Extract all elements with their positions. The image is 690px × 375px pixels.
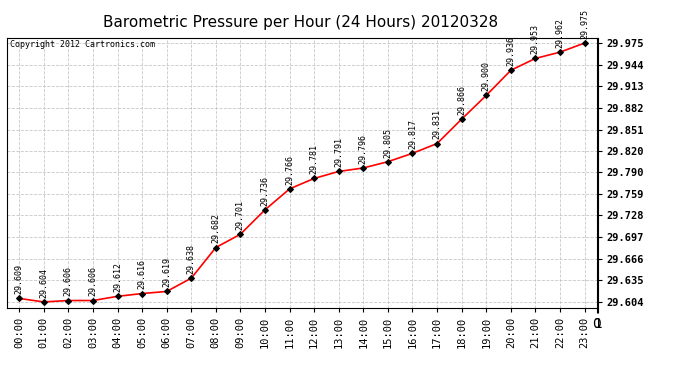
- Text: 29.701: 29.701: [236, 200, 245, 230]
- Text: 29.791: 29.791: [334, 137, 343, 167]
- Text: 29.975: 29.975: [580, 9, 589, 39]
- Point: [186, 275, 197, 281]
- Text: 29.619: 29.619: [162, 257, 171, 287]
- Text: 29.817: 29.817: [408, 119, 417, 149]
- Point: [481, 92, 492, 98]
- Point: [308, 176, 319, 181]
- Point: [579, 40, 590, 46]
- Text: 29.796: 29.796: [359, 134, 368, 164]
- Point: [530, 56, 541, 62]
- Text: 29.606: 29.606: [64, 266, 73, 296]
- Text: 29.606: 29.606: [88, 266, 97, 296]
- Text: Barometric Pressure per Hour (24 Hours) 20120328: Barometric Pressure per Hour (24 Hours) …: [103, 15, 497, 30]
- Text: 29.604: 29.604: [39, 268, 48, 298]
- Point: [456, 116, 467, 122]
- Text: 29.866: 29.866: [457, 85, 466, 115]
- Point: [407, 150, 418, 156]
- Text: 29.609: 29.609: [14, 264, 23, 294]
- Text: 29.612: 29.612: [113, 262, 122, 292]
- Point: [555, 49, 566, 55]
- Text: 29.616: 29.616: [137, 260, 146, 290]
- Text: 29.831: 29.831: [433, 110, 442, 140]
- Text: 29.736: 29.736: [261, 176, 270, 206]
- Point: [161, 288, 172, 294]
- Point: [210, 244, 221, 250]
- Point: [284, 186, 295, 192]
- Point: [38, 299, 49, 305]
- Text: 29.805: 29.805: [384, 128, 393, 158]
- Text: 29.953: 29.953: [531, 24, 540, 54]
- Text: 29.781: 29.781: [310, 144, 319, 174]
- Text: 29.638: 29.638: [187, 244, 196, 274]
- Point: [88, 297, 99, 303]
- Point: [63, 297, 74, 303]
- Point: [333, 168, 344, 174]
- Text: Copyright 2012 Cartronics.com: Copyright 2012 Cartronics.com: [10, 40, 155, 49]
- Text: 29.962: 29.962: [555, 18, 564, 48]
- Point: [382, 159, 393, 165]
- Point: [358, 165, 369, 171]
- Point: [235, 231, 246, 237]
- Point: [137, 291, 148, 297]
- Point: [505, 67, 516, 73]
- Point: [259, 207, 270, 213]
- Point: [431, 141, 442, 147]
- Text: 29.766: 29.766: [285, 155, 294, 185]
- Text: 29.682: 29.682: [211, 213, 220, 243]
- Point: [14, 296, 25, 302]
- Point: [112, 293, 123, 299]
- Text: 29.936: 29.936: [506, 36, 515, 66]
- Text: 29.900: 29.900: [482, 61, 491, 91]
